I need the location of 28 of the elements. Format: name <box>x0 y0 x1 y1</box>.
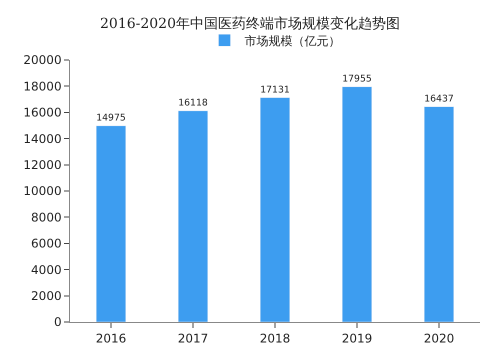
bar <box>178 110 208 322</box>
x-tick-label: 2018 <box>260 331 290 346</box>
y-tick-label: 16000 <box>23 106 62 120</box>
data-label: 16437 <box>424 93 454 104</box>
x-tick-label: 2020 <box>424 331 454 346</box>
y-tick-label: 2000 <box>31 289 62 303</box>
data-label: 16118 <box>178 98 208 109</box>
bar <box>96 126 126 322</box>
x-tick-label: 2016 <box>96 331 126 346</box>
y-tick-label: 18000 <box>23 79 62 94</box>
data-label: 14975 <box>96 112 126 124</box>
y-tick-label: 10000 <box>23 184 62 198</box>
y-tick-label: 6000 <box>31 236 62 251</box>
y-tick-label: 20000 <box>23 53 62 68</box>
bar <box>424 106 454 322</box>
y-tick-label: 12000 <box>23 158 62 172</box>
y-tick-label: 4000 <box>31 262 62 277</box>
bar <box>342 86 372 322</box>
y-tick-label: 14000 <box>23 132 62 146</box>
legend-label: 市场规模（亿元） <box>244 34 340 48</box>
data-label: 17955 <box>342 73 372 84</box>
bar <box>260 97 290 322</box>
chart-title: 2016-2020年中国医药终端市场规模变化趋势图 <box>100 16 400 32</box>
data-label: 17131 <box>260 84 290 96</box>
x-tick-label: 2017 <box>178 331 208 346</box>
x-tick-label: 2019 <box>342 331 372 346</box>
y-tick-label: 8000 <box>31 210 62 224</box>
y-tick-label: 0 <box>54 315 62 330</box>
